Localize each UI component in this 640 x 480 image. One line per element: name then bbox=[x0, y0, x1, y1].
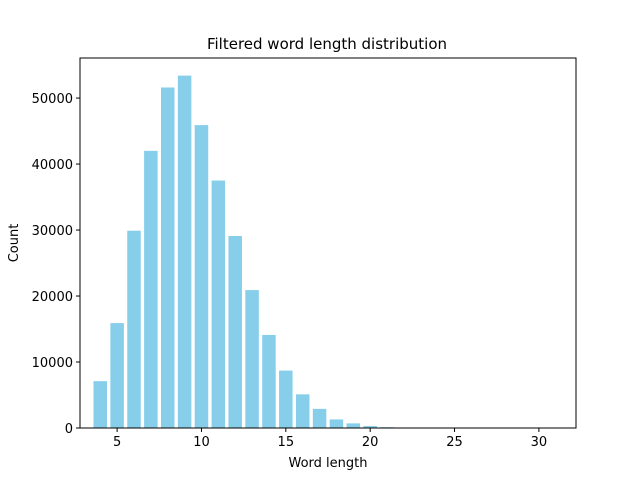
bar-length-13 bbox=[245, 290, 259, 428]
bar-length-19 bbox=[346, 423, 361, 428]
x-axis-label: Word length bbox=[289, 456, 368, 471]
y-axis-label: Count bbox=[7, 224, 22, 263]
chart-title: Filtered word length distribution bbox=[207, 35, 447, 53]
bar-length-20 bbox=[363, 426, 377, 428]
bar-length-17 bbox=[312, 408, 327, 428]
bar-length-15 bbox=[279, 370, 293, 428]
x-tick-label: 25 bbox=[446, 435, 463, 450]
bar-length-16 bbox=[295, 394, 310, 428]
x-tick-label: 15 bbox=[278, 435, 295, 450]
x-tick-label: 20 bbox=[362, 435, 379, 450]
y-axis-ticks: 0 10000 20000 30000 40000 50000 bbox=[32, 92, 80, 437]
x-tick-label: 5 bbox=[113, 435, 121, 450]
bar-length-5 bbox=[110, 323, 124, 428]
y-tick-label: 20000 bbox=[32, 290, 73, 305]
y-tick-label: 0 bbox=[65, 422, 73, 437]
bar-length-6 bbox=[127, 230, 141, 428]
bar-length-14 bbox=[262, 334, 276, 428]
bar-length-7 bbox=[144, 150, 158, 428]
bars-group bbox=[93, 75, 563, 429]
x-tick-label: 10 bbox=[193, 435, 210, 450]
y-tick-label: 40000 bbox=[32, 158, 73, 173]
bar-length-12 bbox=[228, 235, 242, 428]
plot-frame bbox=[79, 57, 577, 429]
bar-length-18 bbox=[329, 419, 344, 428]
bar-length-11 bbox=[211, 180, 226, 428]
bar-length-9 bbox=[177, 75, 192, 429]
x-axis-ticks: 5 10 15 20 25 30 bbox=[113, 428, 547, 450]
y-tick-label: 10000 bbox=[32, 356, 73, 371]
y-tick-label: 50000 bbox=[32, 92, 73, 107]
bar-length-8 bbox=[160, 87, 175, 428]
y-tick-label: 30000 bbox=[32, 224, 73, 239]
bar-length-4 bbox=[93, 381, 107, 428]
bar-length-10 bbox=[194, 125, 209, 429]
x-tick-label: 30 bbox=[531, 435, 548, 450]
